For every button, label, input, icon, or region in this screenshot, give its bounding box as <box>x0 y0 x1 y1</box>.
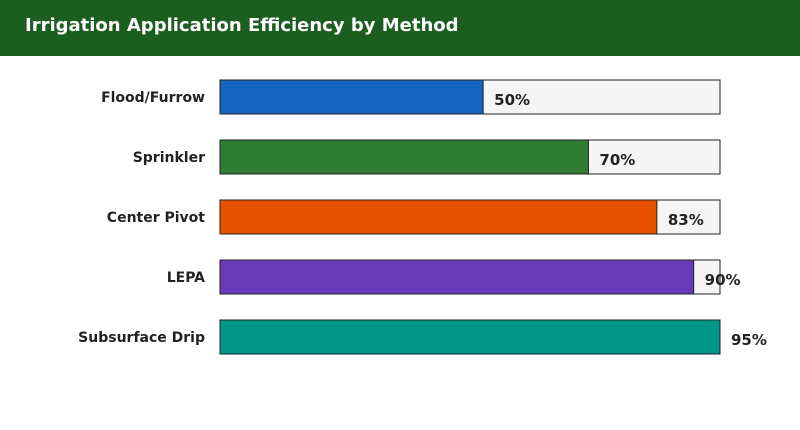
value-label-flood-furrow: 50% <box>494 91 530 109</box>
bar-lepa <box>219 259 695 295</box>
category-label-flood-furrow: Flood/Furrow <box>101 90 205 106</box>
category-label-center-pivot: Center Pivot <box>107 210 206 226</box>
category-label-lepa: LEPA <box>167 270 205 286</box>
value-label-sprinkler: 70% <box>599 151 635 169</box>
bar-center-pivot <box>219 199 658 235</box>
chart-header: Irrigation Application Efficiency by Met… <box>0 0 800 56</box>
value-label-subsurface-drip: 95% <box>731 331 767 349</box>
bar-subsurface-drip <box>219 319 721 355</box>
bar-sprinkler <box>219 139 589 175</box>
category-label-sprinkler: Sprinkler <box>133 150 205 166</box>
chart-title: Irrigation Application Efficiency by Met… <box>25 15 459 36</box>
category-label-subsurface-drip: Subsurface Drip <box>78 330 205 346</box>
value-label-lepa: 90% <box>705 271 741 289</box>
bar-flood-furrow <box>219 79 484 115</box>
value-label-center-pivot: 83% <box>668 211 704 229</box>
